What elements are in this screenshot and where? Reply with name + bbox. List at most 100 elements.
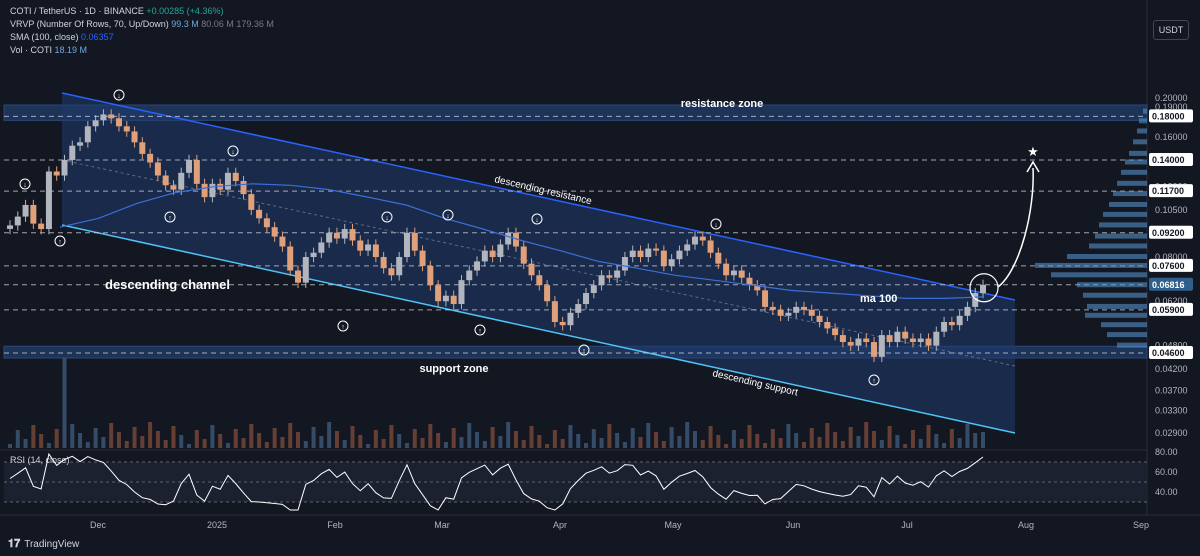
- candle-body: [154, 162, 161, 176]
- volume-bar: [825, 423, 830, 448]
- candle-body: [53, 171, 60, 176]
- price-label-box: [1149, 345, 1193, 359]
- candle-body: [30, 204, 37, 224]
- volume-profile-bar: [1107, 332, 1147, 338]
- pivot-high-marker: [442, 209, 454, 221]
- volume-bar: [288, 423, 293, 448]
- volume-bar: [482, 441, 487, 448]
- candle-body: [505, 232, 512, 245]
- volume-bar: [342, 440, 347, 448]
- candle-body: [162, 175, 169, 186]
- support-zone-box: [3, 345, 1148, 359]
- volume-bar: [225, 443, 230, 448]
- price-label-box: [1149, 152, 1193, 166]
- volume-bar: [264, 442, 269, 448]
- volume-bar: [311, 427, 316, 448]
- candle-body: [769, 306, 776, 310]
- volume-bar: [537, 435, 542, 448]
- volume-bar: [78, 433, 83, 448]
- candle-body: [715, 252, 722, 264]
- volume-bar: [187, 444, 192, 448]
- candle-body: [365, 244, 372, 251]
- volume-bar: [934, 434, 939, 448]
- arrow-up-icon: ↑: [478, 328, 482, 335]
- symbol-text: COTI / TetherUS · 1D · BINANCE: [10, 6, 144, 16]
- volume-bar: [132, 427, 137, 448]
- candle-body: [22, 204, 29, 217]
- candle-body: [115, 118, 122, 127]
- volume-bar: [163, 440, 168, 448]
- volume-bar: [428, 424, 433, 448]
- candle-body: [528, 263, 535, 276]
- volume-bar: [879, 440, 884, 448]
- y-axis-tick: 0.08000: [1155, 252, 1188, 262]
- volume-bar: [249, 424, 254, 448]
- volume-bar: [630, 428, 635, 448]
- volume-bar: [731, 430, 736, 448]
- sma-line: [59, 183, 984, 299]
- volume-bar: [397, 434, 402, 448]
- price-label-box: [1149, 109, 1193, 123]
- candle-body: [668, 259, 675, 266]
- volume-bar: [685, 422, 690, 448]
- volume-bar: [584, 443, 589, 448]
- arrow-up-icon: ↑: [58, 239, 62, 246]
- volume-bar: [981, 432, 985, 448]
- price-label-text: 0.09200: [1152, 228, 1185, 238]
- candle-body: [403, 232, 410, 258]
- vol-label: Vol · COTI: [10, 45, 53, 55]
- rsi-axis-tick: 80.00: [1155, 447, 1178, 457]
- volume-profile-bar: [1139, 118, 1147, 124]
- candle-body: [941, 321, 948, 332]
- volume-bar: [552, 430, 557, 448]
- candle-body: [847, 342, 854, 346]
- candle-body: [84, 126, 91, 143]
- candle-body: [925, 338, 932, 346]
- candle-body: [77, 142, 84, 146]
- volume-bar: [607, 424, 612, 448]
- volume-bar: [179, 435, 184, 448]
- volume-bar: [194, 430, 199, 448]
- candle-body: [754, 285, 761, 291]
- candle-body: [419, 250, 426, 266]
- candle-body: [411, 232, 418, 251]
- volume-profile-bar: [1099, 222, 1147, 228]
- x-axis-tick: Dec: [90, 520, 107, 530]
- volume-bar: [661, 441, 666, 448]
- price-label-text: 0.05900: [1152, 305, 1185, 315]
- volume-profile-bar: [1113, 191, 1147, 197]
- volume-bar: [443, 442, 448, 448]
- x-axis-tick: Aug: [1018, 520, 1034, 530]
- volume-bar: [654, 432, 659, 448]
- x-axis-tick: May: [664, 520, 682, 530]
- candle-body: [691, 236, 698, 245]
- volume-bar: [327, 422, 332, 448]
- pivot-low-marker: [54, 235, 66, 247]
- volume-bar: [8, 444, 12, 448]
- candle-body: [575, 304, 582, 313]
- candle-body: [917, 338, 924, 343]
- y-axis-tick: 0.04200: [1155, 364, 1188, 374]
- candle-body: [793, 306, 800, 313]
- y-axis-tick: 0.16000: [1155, 132, 1188, 142]
- legend-symbol: COTI / TetherUS · 1D · BINANCE +0.00285 …: [10, 6, 223, 16]
- volume-bar: [296, 432, 301, 448]
- candle-body: [178, 172, 185, 190]
- arrow-down-icon: ↓: [231, 149, 235, 156]
- volume-bar: [864, 422, 869, 448]
- arrow-up-icon: ↑: [872, 378, 876, 385]
- candle-body: [279, 236, 286, 247]
- channel-upper-line: [61, 92, 1016, 301]
- tradingview-logo: 𝟏𝟕 TradingView: [8, 538, 79, 551]
- volume-bar: [942, 443, 947, 448]
- volume-bar: [202, 439, 207, 448]
- volume-bar: [521, 440, 526, 448]
- channel-lower-line: [61, 224, 1016, 434]
- volume-bar: [716, 435, 721, 448]
- candle-body: [824, 321, 831, 329]
- candle-body: [263, 218, 270, 228]
- volume-bar: [856, 436, 861, 448]
- currency-selector[interactable]: USDT: [1153, 20, 1189, 40]
- candle-body: [980, 284, 986, 294]
